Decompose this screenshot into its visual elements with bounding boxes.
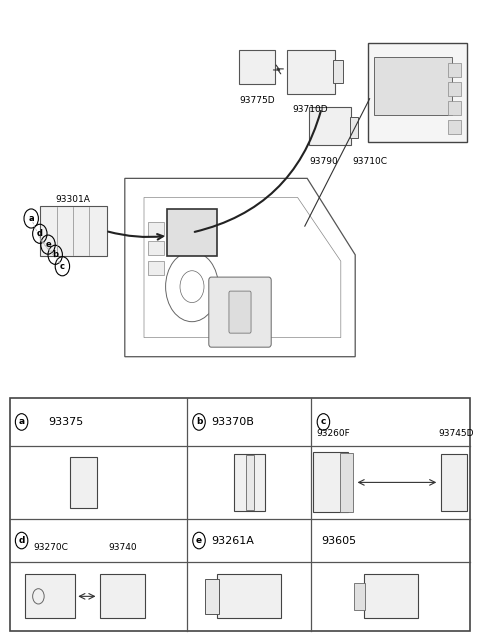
FancyBboxPatch shape: [350, 117, 358, 138]
FancyBboxPatch shape: [25, 575, 75, 619]
Text: 93605: 93605: [321, 536, 356, 545]
Text: c: c: [60, 262, 65, 271]
Text: 93745D: 93745D: [438, 429, 474, 438]
FancyBboxPatch shape: [71, 457, 97, 508]
Text: 93260F: 93260F: [316, 429, 350, 438]
FancyBboxPatch shape: [287, 50, 335, 94]
FancyBboxPatch shape: [374, 57, 452, 115]
Text: d: d: [37, 229, 43, 238]
FancyBboxPatch shape: [234, 454, 264, 511]
FancyBboxPatch shape: [340, 453, 353, 512]
FancyBboxPatch shape: [205, 579, 219, 613]
FancyBboxPatch shape: [309, 107, 351, 145]
Text: 93740: 93740: [108, 543, 137, 552]
FancyBboxPatch shape: [354, 583, 365, 610]
Text: 93370B: 93370B: [211, 417, 254, 427]
FancyBboxPatch shape: [229, 291, 251, 333]
Text: 93261A: 93261A: [211, 536, 254, 545]
FancyBboxPatch shape: [239, 50, 275, 84]
FancyBboxPatch shape: [10, 398, 470, 631]
Text: 93710C: 93710C: [353, 157, 388, 166]
FancyBboxPatch shape: [448, 101, 461, 115]
Text: b: b: [52, 250, 58, 259]
FancyBboxPatch shape: [448, 120, 461, 134]
Text: 93710D: 93710D: [293, 105, 328, 114]
Text: 93375: 93375: [48, 417, 83, 427]
Text: 93270C: 93270C: [33, 543, 68, 552]
Text: 93775D: 93775D: [239, 96, 275, 104]
FancyBboxPatch shape: [167, 209, 217, 256]
Text: b: b: [196, 417, 202, 426]
FancyBboxPatch shape: [148, 222, 164, 236]
FancyBboxPatch shape: [441, 454, 467, 511]
FancyBboxPatch shape: [448, 63, 461, 77]
Text: a: a: [19, 417, 24, 426]
FancyBboxPatch shape: [40, 206, 107, 256]
Text: 93790: 93790: [310, 157, 338, 166]
FancyBboxPatch shape: [209, 277, 271, 347]
FancyBboxPatch shape: [100, 575, 145, 619]
FancyBboxPatch shape: [368, 43, 467, 142]
FancyBboxPatch shape: [246, 455, 254, 510]
FancyBboxPatch shape: [333, 60, 343, 83]
FancyBboxPatch shape: [148, 241, 164, 255]
FancyBboxPatch shape: [448, 82, 461, 96]
FancyBboxPatch shape: [217, 575, 281, 619]
FancyBboxPatch shape: [313, 452, 348, 512]
Text: e: e: [45, 240, 51, 249]
FancyBboxPatch shape: [363, 575, 418, 619]
FancyBboxPatch shape: [148, 261, 164, 275]
Text: c: c: [321, 417, 326, 426]
Text: a: a: [28, 214, 34, 223]
Text: e: e: [196, 536, 202, 545]
Text: d: d: [18, 536, 25, 545]
Text: 93301A: 93301A: [56, 195, 91, 204]
